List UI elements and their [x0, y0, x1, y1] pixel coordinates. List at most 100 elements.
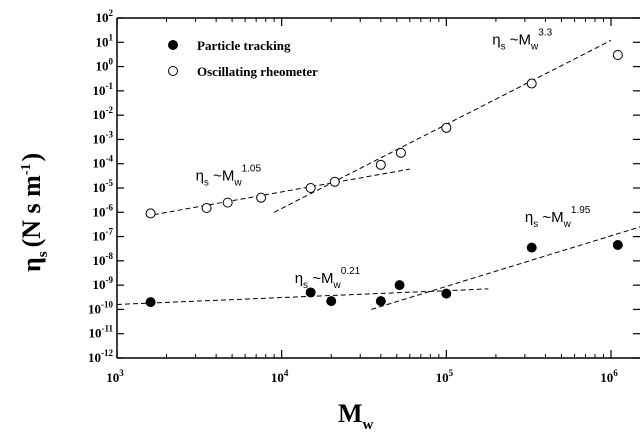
point-oscillating-rheometer: [222, 197, 233, 208]
point-oscillating-rheometer: [145, 208, 156, 219]
point-oscillating-rheometer: [375, 159, 386, 170]
legend-marker-open: [168, 66, 178, 76]
y-tick-label-base: 10: [93, 107, 106, 122]
annotation-exp: 1.95: [571, 205, 591, 216]
annotation-base: η: [525, 209, 533, 226]
annotation-base-sub: s: [533, 219, 538, 230]
annotation-mid-sub: w: [563, 219, 572, 230]
fit-line: [116, 288, 489, 305]
y-tick-label-base: 10: [93, 156, 106, 171]
y-tick-label-exp: -5: [106, 178, 114, 188]
x-tick-label: 103: [106, 368, 124, 385]
y-tick-label: 10-7: [93, 227, 114, 244]
y-tick-label-exp: -7: [106, 227, 114, 237]
annotation-mid: ~M: [308, 270, 333, 287]
y-tick-label-exp: -10: [101, 299, 113, 309]
y-tick-label-base: 10: [96, 59, 109, 74]
point-oscillating-rheometer: [256, 192, 267, 203]
y-axis-title-units: (N s m: [17, 175, 46, 248]
y-tick-label-exp: 1: [109, 32, 114, 42]
fit-lines: [116, 39, 640, 310]
x-tick-label-base: 10: [436, 370, 449, 385]
y-axis-title-sub: s: [35, 251, 51, 257]
x-tick-label: 106: [600, 368, 618, 385]
legend: Particle tracking Oscillating rheometer: [168, 38, 318, 79]
y-tick-label: 10-3: [93, 129, 114, 146]
x-axis-title-main: M: [338, 399, 363, 428]
point-oscillating-rheometer: [526, 78, 537, 89]
annotation-base: η: [295, 270, 303, 287]
legend-marker-filled: [168, 40, 178, 50]
x-tick-label: 104: [271, 368, 289, 385]
y-tick-label: 10-11: [88, 324, 113, 341]
point-particle-tracking: [145, 297, 156, 308]
fit-line: [145, 168, 410, 217]
legend-label-oscillating-rheometer: Oscillating rheometer: [197, 64, 318, 79]
y-tick-label-base: 10: [96, 34, 109, 49]
y-tick-label-base: 10: [93, 83, 106, 98]
point-oscillating-rheometer: [441, 122, 452, 133]
y-tick-label-exp: -11: [101, 324, 113, 334]
annotation-base: η: [492, 32, 500, 49]
slope-annotation: ηs ~Mw0.21: [295, 266, 361, 291]
point-particle-tracking: [305, 287, 316, 298]
y-tick-label: 10-9: [93, 275, 114, 292]
axis-ticks: 10210110010-110-210-310-410-510-610-710-…: [88, 8, 640, 385]
annotation-mid-sub: w: [530, 42, 539, 53]
y-axis-title-units-exp: -1: [19, 164, 34, 176]
fit-line: [371, 226, 640, 310]
slope-annotation: ηs ~Mw 1.95: [525, 205, 591, 230]
y-tick-label-base: 10: [88, 326, 101, 341]
y-tick-label: 10-1: [93, 81, 114, 98]
slope-annotation: ηs ~Mw 3.3: [492, 28, 552, 53]
y-tick-label-exp: -9: [106, 275, 114, 285]
plot-area: [116, 17, 640, 359]
point-particle-tracking: [394, 280, 405, 291]
x-tick-label-exp: 5: [449, 368, 454, 378]
y-tick-label-exp: 2: [109, 8, 114, 18]
y-tick-label: 10-12: [88, 348, 113, 365]
point-particle-tracking: [326, 296, 337, 307]
point-particle-tracking: [526, 242, 537, 253]
annotation-base-sub: s: [204, 178, 209, 189]
y-tick-label: 10-10: [88, 299, 113, 316]
y-tick-label-exp: 0: [109, 57, 114, 67]
x-tick-label-exp: 4: [284, 368, 289, 378]
y-tick-label: 10-5: [93, 178, 114, 195]
y-tick-label-exp: -4: [106, 154, 114, 164]
y-tick-label-exp: -1: [106, 81, 114, 91]
annotation-exp: 1.05: [242, 164, 262, 175]
x-tick-label: 105: [436, 368, 454, 385]
x-tick-label-base: 10: [106, 370, 119, 385]
y-tick-label-base: 10: [93, 253, 106, 268]
y-tick-label-base: 10: [93, 229, 106, 244]
annotation-mid: ~M: [538, 209, 563, 226]
y-tick-label-base: 10: [93, 204, 106, 219]
y-tick-label-base: 10: [88, 350, 101, 365]
y-tick-label: 10-8: [93, 251, 114, 268]
y-tick-label: 10-6: [93, 202, 114, 219]
x-axis-title-sub: w: [363, 417, 374, 433]
y-axis-title: ηs (N s m-1): [17, 153, 51, 272]
y-tick-label-exp: -3: [106, 129, 114, 139]
y-tick-label-exp: -6: [106, 202, 114, 212]
x-tick-label-base: 10: [271, 370, 284, 385]
annotation-mid-sub: w: [332, 280, 341, 291]
annotation-mid-sub: w: [233, 178, 242, 189]
point-particle-tracking: [612, 239, 623, 250]
x-tick-label-base: 10: [600, 370, 613, 385]
y-tick-label-base: 10: [96, 10, 109, 25]
fit-line: [273, 39, 612, 213]
y-tick-label: 100: [96, 57, 114, 74]
annotation-base: η: [196, 168, 204, 185]
point-oscillating-rheometer: [612, 49, 623, 60]
point-oscillating-rheometer: [305, 183, 316, 193]
point-oscillating-rheometer: [329, 176, 340, 187]
y-tick-label: 10-4: [93, 154, 114, 171]
x-tick-label-exp: 6: [613, 368, 618, 378]
y-tick-label: 102: [96, 8, 114, 25]
y-tick-label-exp: -8: [106, 251, 114, 261]
data-points: [145, 49, 623, 308]
